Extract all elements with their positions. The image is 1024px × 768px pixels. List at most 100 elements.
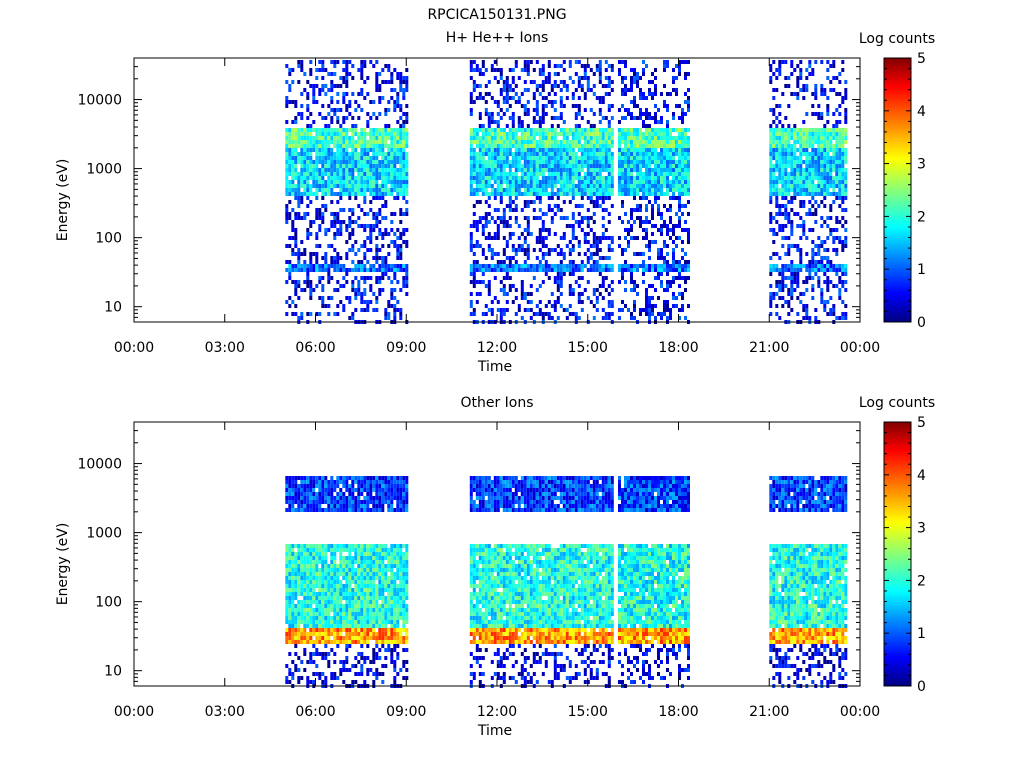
heatmap-cell	[841, 68, 845, 72]
heatmap-cell	[514, 204, 518, 208]
heatmap-cell	[520, 152, 524, 156]
heatmap-cell	[297, 296, 301, 300]
heatmap-cell	[523, 132, 527, 136]
x-tick-label: 21:00	[749, 340, 789, 356]
heatmap-cell	[571, 216, 575, 220]
heatmap-cell	[829, 88, 833, 92]
heatmap-cell	[562, 272, 566, 276]
heatmap-cell	[775, 68, 779, 72]
heatmap-cell	[306, 228, 310, 232]
heatmap-cell	[496, 300, 500, 304]
heatmap-cell	[790, 64, 794, 68]
x-tick-label: 18:00	[658, 340, 698, 356]
heatmap-cell	[675, 244, 678, 248]
heatmap-cell	[493, 132, 497, 136]
heatmap-cell	[502, 208, 506, 212]
heatmap-cell	[294, 252, 298, 256]
heatmap-cell	[402, 96, 406, 100]
heatmap-cell	[559, 252, 563, 256]
heatmap-cell	[556, 300, 560, 304]
heatmap-cell	[787, 312, 791, 316]
heatmap-cell	[598, 204, 602, 208]
heatmap-cell	[505, 292, 509, 296]
heatmap-cell	[772, 112, 776, 116]
heatmap-cell	[484, 264, 488, 268]
heatmap-cell	[336, 288, 340, 292]
heatmap-cell	[772, 152, 776, 156]
heatmap-cell	[802, 200, 806, 204]
heatmap-cell	[681, 212, 684, 216]
heatmap-cell	[381, 140, 385, 144]
heatmap-cell	[508, 144, 512, 148]
heatmap-cell	[651, 152, 654, 156]
heatmap-cell	[630, 224, 633, 228]
heatmap-cell	[823, 304, 827, 308]
heatmap-cell	[390, 72, 394, 76]
heatmap-cell	[541, 128, 545, 132]
heatmap-cell	[481, 136, 485, 140]
heatmap-cell	[354, 140, 358, 144]
heatmap-cell	[805, 76, 809, 80]
heatmap-cell	[405, 292, 409, 296]
heatmap-cell	[378, 184, 382, 188]
heatmap-cell	[556, 84, 560, 88]
heatmap-cell	[375, 180, 379, 184]
heatmap-cell	[607, 136, 611, 140]
heatmap-cell	[624, 304, 627, 308]
heatmap-cell	[529, 168, 533, 172]
heatmap-cell	[624, 148, 627, 152]
heatmap-cell	[571, 244, 575, 248]
heatmap-cell	[508, 184, 512, 188]
heatmap-cell	[375, 128, 379, 132]
heatmap-cell	[505, 256, 509, 260]
heatmap-cell	[651, 224, 654, 228]
heatmap-cell	[481, 216, 485, 220]
heatmap-cell	[556, 196, 560, 200]
heatmap-cell	[574, 104, 578, 108]
heatmap-cell	[351, 176, 355, 180]
heatmap-cell	[484, 184, 488, 188]
heatmap-cell	[493, 140, 497, 144]
heatmap-cell	[678, 224, 681, 228]
heatmap-cell	[604, 164, 608, 168]
heatmap-cell	[681, 116, 684, 120]
heatmap-cell	[351, 76, 355, 80]
heatmap-cell	[687, 184, 690, 188]
heatmap-cell	[469, 172, 473, 176]
heatmap-cell	[769, 172, 773, 176]
heatmap-cell	[651, 184, 654, 188]
heatmap-cell	[526, 100, 530, 104]
heatmap-cell	[666, 156, 669, 160]
heatmap-cell	[478, 140, 482, 144]
heatmap-cell	[315, 212, 319, 216]
heatmap-cell	[532, 216, 536, 220]
heatmap-cell	[595, 196, 599, 200]
heatmap-cell	[796, 296, 800, 300]
heatmap-cell	[553, 144, 557, 148]
panel-title: H+ He++ Ions	[446, 30, 549, 46]
heatmap-cell	[607, 248, 611, 252]
heatmap-cell	[538, 152, 542, 156]
heatmap-cell	[381, 148, 385, 152]
heatmap-cell	[402, 268, 406, 272]
heatmap-cell	[642, 264, 645, 268]
heatmap-cell	[342, 144, 346, 148]
heatmap-cell	[684, 220, 687, 224]
heatmap-cell	[559, 292, 563, 296]
heatmap-cell	[675, 188, 678, 192]
heatmap-cell	[387, 264, 391, 268]
heatmap-cell	[805, 84, 809, 88]
heatmap-cell	[369, 248, 373, 252]
heatmap-cell	[369, 268, 373, 272]
heatmap-cell	[330, 188, 334, 192]
heatmap-cell	[624, 188, 627, 192]
heatmap-cell	[672, 176, 675, 180]
heatmap-cell	[384, 204, 388, 208]
heatmap-cell	[838, 168, 842, 172]
heatmap-cell	[294, 136, 298, 140]
heatmap-cell	[769, 220, 773, 224]
heatmap-cell	[318, 132, 322, 136]
heatmap-cell	[592, 124, 596, 128]
heatmap-cell	[784, 264, 788, 268]
heatmap-cell	[787, 104, 791, 108]
